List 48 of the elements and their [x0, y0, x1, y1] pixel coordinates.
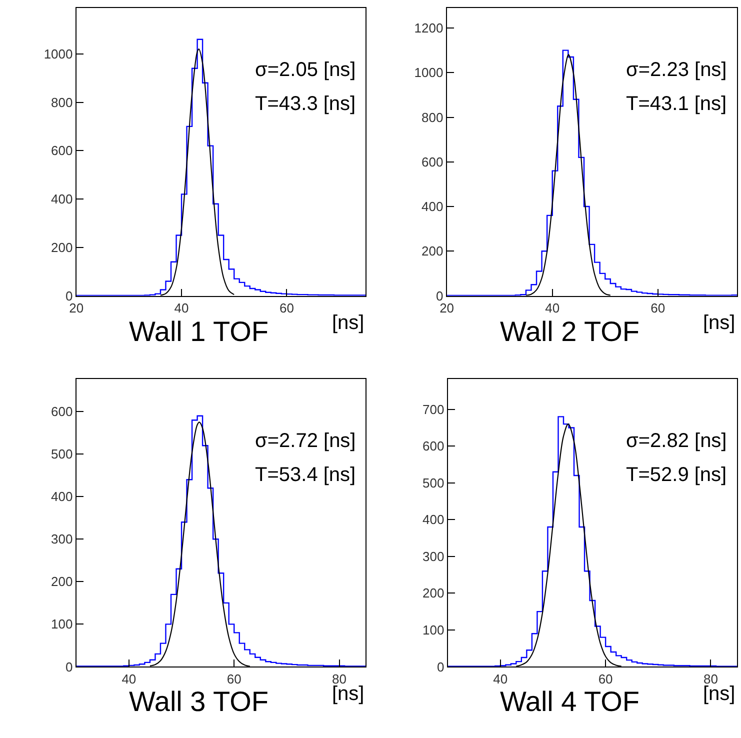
y-tick-label: 1000 — [414, 65, 444, 80]
y-tick-label: 0 — [436, 659, 444, 674]
annotation: T=43.1 [ns] — [626, 93, 727, 115]
x-axis-title: Wall 2 TOF — [500, 316, 640, 347]
y-tick-label: 500 — [51, 446, 73, 462]
x-tick-label: 40 — [122, 671, 136, 686]
annotation: T=52.9 [ns] — [626, 464, 727, 486]
annotation: σ=2.82 [ns] — [626, 430, 727, 452]
text: [ns] — [332, 312, 364, 334]
annotation: T=43.3 [ns] — [255, 93, 356, 115]
y-tick-label: 300 — [51, 532, 73, 547]
y-tick-label: 100 — [422, 622, 444, 638]
y-tick-label: 800 — [422, 110, 444, 125]
x-tick-label: 40 — [545, 300, 560, 316]
y-tick-label: 200 — [422, 244, 444, 259]
y-tick-label: 500 — [422, 475, 444, 490]
annotation: σ=2.23 [ns] — [626, 59, 727, 81]
x-axis-title: Wall 4 TOF — [500, 686, 640, 717]
y-tick-label: 0 — [66, 659, 73, 674]
y-tick-label: 600 — [51, 143, 73, 158]
y-tick-label: 1000 — [44, 46, 73, 62]
y-tick-label: 400 — [422, 199, 444, 214]
x-tick-label: 40 — [493, 671, 508, 686]
y-tick-label: 400 — [51, 489, 73, 504]
x-axis-title: Wall 3 TOF — [129, 686, 269, 717]
y-tick-label: 400 — [51, 192, 73, 207]
x-axis-title: Wall 1 TOF — [129, 316, 269, 347]
text: [ns] — [703, 312, 736, 334]
x-tick-label: 60 — [226, 671, 242, 686]
y-tick-label: 400 — [422, 512, 444, 528]
x-tick-label: 60 — [598, 671, 613, 686]
y-tick-label: 600 — [51, 404, 73, 420]
annotation: σ=2.72 [ns] — [255, 430, 356, 452]
x-tick-label: 60 — [650, 300, 666, 316]
annotation: T=53.4 [ns] — [255, 464, 356, 486]
y-tick-label: 600 — [422, 438, 444, 454]
y-tick-label: 200 — [51, 574, 73, 590]
y-tick-label: 800 — [51, 94, 73, 110]
y-tick-label: 700 — [422, 402, 444, 417]
y-tick-label: 1200 — [414, 20, 444, 36]
y-tick-label: 300 — [422, 548, 444, 564]
annotation: σ=2.05 [ns] — [255, 59, 356, 81]
x-tick-label: 60 — [279, 300, 294, 316]
y-tick-label: 100 — [51, 616, 73, 632]
y-tick-label: 200 — [51, 240, 73, 255]
y-tick-label: 200 — [422, 586, 444, 601]
x-tick-label: 40 — [174, 300, 189, 316]
y-tick-label: 600 — [422, 154, 444, 170]
